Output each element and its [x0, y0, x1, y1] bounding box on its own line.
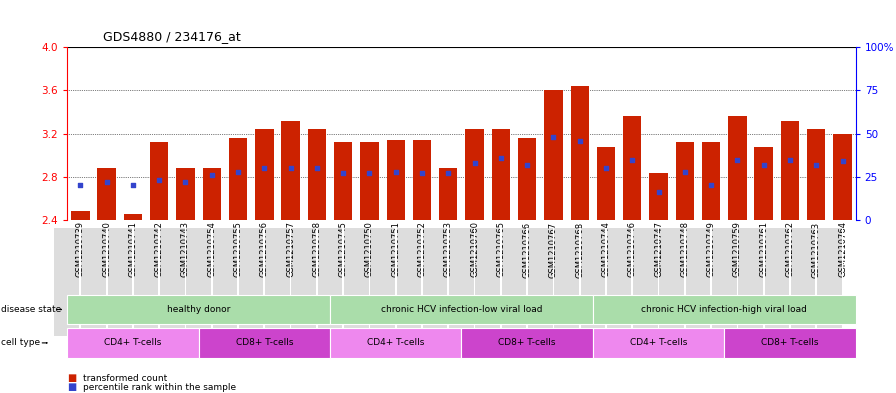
Bar — [150, 142, 168, 220]
Point — [178, 179, 193, 185]
Bar — [386, 140, 405, 220]
Point — [704, 182, 719, 189]
Point — [204, 172, 219, 178]
Point — [547, 134, 561, 140]
Bar — [571, 86, 589, 220]
Bar — [255, 129, 273, 220]
Text: percentile rank within the sample: percentile rank within the sample — [83, 383, 237, 391]
Text: GDS4880 / 234176_at: GDS4880 / 234176_at — [103, 30, 241, 43]
Point — [362, 170, 376, 176]
Point — [730, 156, 745, 163]
Point — [231, 169, 246, 175]
Text: CD8+ T-cells: CD8+ T-cells — [498, 338, 556, 347]
Point — [73, 182, 88, 189]
Bar — [202, 168, 221, 220]
Point — [651, 189, 666, 196]
Point — [573, 138, 587, 144]
Bar — [71, 211, 90, 220]
Text: chronic HCV infection-high viral load: chronic HCV infection-high viral load — [642, 305, 807, 314]
Point — [283, 165, 297, 171]
Text: disease state: disease state — [1, 305, 61, 314]
Bar — [177, 168, 194, 220]
Text: chronic HCV infection-low viral load: chronic HCV infection-low viral load — [381, 305, 542, 314]
Bar — [228, 138, 247, 220]
Point — [99, 179, 114, 185]
Point — [441, 170, 455, 176]
Text: ■: ■ — [67, 382, 76, 392]
Bar — [465, 129, 484, 220]
Bar — [307, 129, 326, 220]
Point — [809, 162, 823, 168]
Point — [310, 165, 324, 171]
Point — [677, 169, 692, 175]
Bar — [124, 214, 142, 220]
Bar — [439, 168, 458, 220]
Point — [625, 156, 640, 163]
Point — [389, 169, 403, 175]
Point — [756, 162, 771, 168]
Point — [257, 165, 271, 171]
Bar — [98, 168, 116, 220]
Bar — [780, 121, 799, 220]
Point — [835, 158, 849, 164]
Point — [125, 182, 140, 189]
Bar — [754, 147, 773, 220]
Bar — [334, 142, 352, 220]
Bar — [360, 142, 379, 220]
Bar — [702, 142, 720, 220]
Point — [152, 177, 167, 184]
Point — [783, 156, 797, 163]
Text: CD4+ T-cells: CD4+ T-cells — [630, 338, 687, 347]
Bar — [492, 129, 510, 220]
Text: CD8+ T-cells: CD8+ T-cells — [762, 338, 819, 347]
Bar — [623, 116, 642, 220]
Text: ■: ■ — [67, 373, 76, 383]
Bar — [597, 147, 616, 220]
Point — [599, 165, 613, 171]
Bar — [413, 140, 431, 220]
Text: CD8+ T-cells: CD8+ T-cells — [236, 338, 293, 347]
Point — [415, 170, 429, 176]
Point — [494, 155, 508, 161]
Point — [520, 162, 534, 168]
Bar — [833, 134, 852, 220]
Bar — [544, 90, 563, 220]
Bar — [728, 116, 746, 220]
Bar — [807, 129, 825, 220]
Text: cell type: cell type — [1, 338, 40, 347]
Text: CD4+ T-cells: CD4+ T-cells — [104, 338, 161, 347]
Point — [336, 170, 350, 176]
Text: healthy donor: healthy donor — [167, 305, 230, 314]
Bar — [518, 138, 537, 220]
Bar — [281, 121, 300, 220]
Text: transformed count: transformed count — [83, 374, 168, 382]
Bar — [650, 173, 668, 220]
Text: CD4+ T-cells: CD4+ T-cells — [367, 338, 425, 347]
Point — [468, 160, 482, 166]
Bar — [676, 142, 694, 220]
